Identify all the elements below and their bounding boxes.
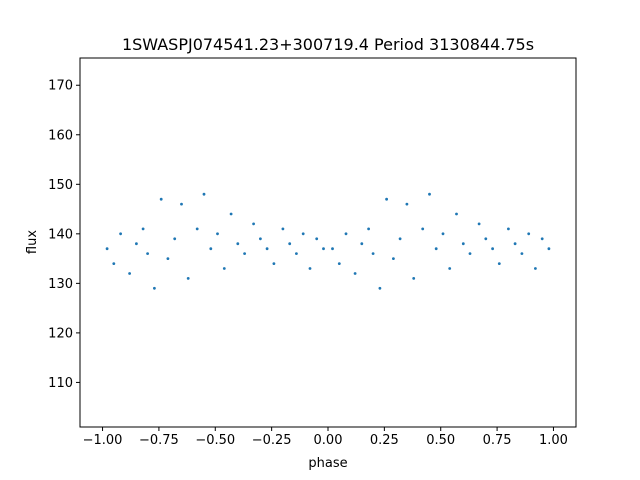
x-tick-label: 0.25 bbox=[370, 433, 399, 448]
data-point bbox=[265, 247, 269, 251]
x-axis-ticks: −1.00 −0.75 −0.50 −0.25 0.00 0.25 0.50 0.75 1.00 bbox=[83, 427, 568, 448]
data-point bbox=[180, 202, 183, 206]
data-point bbox=[272, 262, 276, 265]
data-point bbox=[360, 242, 364, 246]
data-point bbox=[428, 192, 431, 196]
data-point bbox=[209, 247, 213, 251]
data-point bbox=[308, 267, 312, 270]
y-tick-label: 130 bbox=[48, 277, 73, 292]
data-point bbox=[497, 262, 501, 265]
data-point bbox=[398, 237, 402, 241]
data-point bbox=[295, 252, 298, 256]
data-point bbox=[405, 202, 409, 206]
data-point bbox=[146, 252, 150, 256]
scatter-points bbox=[105, 192, 551, 290]
data-point bbox=[216, 232, 219, 236]
data-point bbox=[141, 227, 145, 231]
data-point bbox=[477, 222, 481, 226]
data-point bbox=[412, 277, 416, 280]
x-tick-label: 0.00 bbox=[314, 433, 343, 448]
y-tick-label: 120 bbox=[48, 326, 73, 341]
data-point bbox=[112, 262, 116, 265]
data-point bbox=[288, 242, 292, 246]
data-point bbox=[547, 247, 551, 251]
data-point bbox=[337, 262, 341, 265]
y-axis-label: flux bbox=[25, 230, 40, 254]
x-tick-label: −0.50 bbox=[195, 433, 235, 448]
data-point bbox=[166, 257, 170, 260]
chart-title: 1SWASPJ074541.23+300719.4 Period 3130844… bbox=[122, 35, 534, 54]
data-point bbox=[507, 227, 510, 231]
data-point bbox=[173, 237, 177, 241]
y-tick-label: 150 bbox=[48, 178, 73, 193]
data-point bbox=[513, 242, 517, 246]
data-point bbox=[331, 247, 334, 251]
data-point bbox=[484, 237, 488, 241]
data-point bbox=[315, 237, 319, 241]
x-tick-label: −0.25 bbox=[252, 433, 292, 448]
data-point bbox=[344, 232, 348, 236]
data-point bbox=[434, 247, 438, 251]
data-point bbox=[540, 237, 544, 241]
y-tick-label: 160 bbox=[48, 128, 73, 143]
data-point bbox=[281, 227, 285, 231]
data-point bbox=[353, 272, 357, 275]
y-tick-label: 110 bbox=[48, 376, 73, 391]
data-point bbox=[527, 232, 531, 236]
data-point bbox=[441, 232, 445, 236]
data-point bbox=[421, 227, 425, 231]
data-point bbox=[222, 267, 226, 270]
data-point bbox=[186, 277, 190, 280]
data-point bbox=[202, 192, 206, 196]
data-point bbox=[371, 252, 375, 256]
y-axis-ticks: 110 120 130 140 150 160 170 bbox=[48, 79, 80, 391]
data-point bbox=[236, 242, 240, 246]
data-point bbox=[385, 197, 388, 201]
x-axis-label: phase bbox=[308, 456, 347, 471]
data-point bbox=[105, 247, 109, 251]
data-point bbox=[491, 247, 494, 251]
data-point bbox=[392, 257, 395, 260]
x-tick-label: 0.75 bbox=[483, 433, 512, 448]
data-point bbox=[259, 237, 262, 241]
data-point bbox=[119, 232, 122, 236]
data-point bbox=[468, 252, 472, 256]
data-point bbox=[252, 222, 256, 226]
data-point bbox=[301, 232, 305, 236]
x-tick-label: −0.75 bbox=[139, 433, 179, 448]
data-point bbox=[520, 252, 524, 256]
data-point bbox=[243, 252, 247, 256]
data-point bbox=[135, 242, 138, 246]
data-point bbox=[461, 242, 465, 246]
y-tick-label: 170 bbox=[48, 79, 73, 94]
data-point bbox=[159, 197, 163, 201]
data-point bbox=[378, 286, 382, 290]
data-point bbox=[229, 212, 233, 216]
x-tick-label: 0.50 bbox=[426, 433, 455, 448]
x-tick-label: −1.00 bbox=[83, 433, 123, 448]
data-point bbox=[448, 267, 452, 270]
data-point bbox=[367, 227, 370, 231]
data-point bbox=[153, 286, 156, 290]
data-point bbox=[534, 267, 537, 270]
data-point bbox=[455, 212, 458, 216]
data-point bbox=[322, 247, 325, 251]
data-point bbox=[128, 272, 132, 275]
x-tick-label: 1.00 bbox=[539, 433, 568, 448]
y-tick-label: 140 bbox=[48, 227, 73, 242]
data-point bbox=[195, 227, 199, 231]
